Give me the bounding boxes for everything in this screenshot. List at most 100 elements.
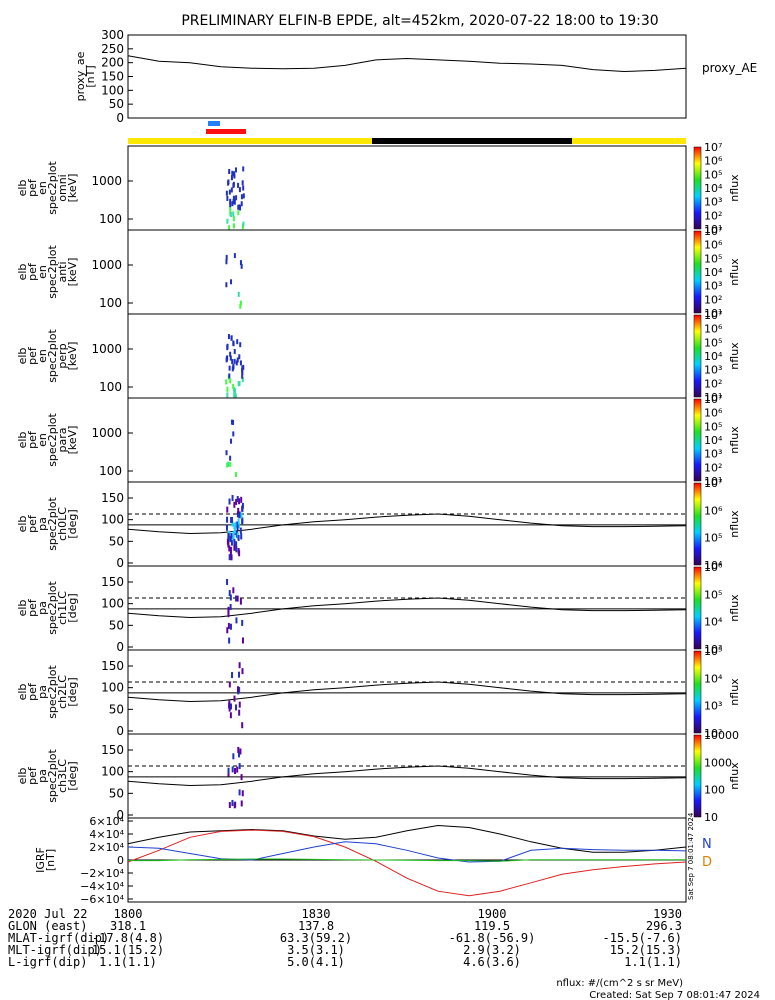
igrf-legend-n: N xyxy=(702,837,712,852)
pa-speck xyxy=(229,703,232,710)
pa-ytick-label: 50 xyxy=(109,786,124,800)
flux-speck xyxy=(233,173,236,179)
pa-speck xyxy=(238,789,241,796)
flux-speck xyxy=(226,343,229,349)
pa-ylabel-line: pef xyxy=(26,682,39,701)
created-stamp: Created: Sat Sep 7 08:01:47 2024 xyxy=(589,990,760,1000)
spec-ytick-label: 1000 xyxy=(91,258,122,272)
pa-speck xyxy=(233,522,236,529)
colorbar-tick-label: 10⁴ xyxy=(704,672,723,685)
pa-speck xyxy=(230,554,233,561)
colorbar-tick-label: 10⁵ xyxy=(704,645,722,658)
flux-speck xyxy=(242,193,245,199)
pa-speck xyxy=(233,539,236,546)
pa-speck xyxy=(229,551,232,558)
flux-speck xyxy=(237,182,240,188)
pa-speck xyxy=(238,671,241,678)
footer-cell: 1830 xyxy=(302,907,331,921)
flux-speck xyxy=(236,339,239,345)
footer-row-label: 2020 Jul 22 xyxy=(8,907,87,921)
pa-speck xyxy=(235,617,238,624)
flux-speck xyxy=(226,462,229,468)
pa-speck xyxy=(237,746,240,753)
loss-cone-curve xyxy=(127,597,687,619)
pa-speck xyxy=(229,623,232,630)
flux-speck xyxy=(232,386,235,392)
spec-ylabel-line: pef xyxy=(26,178,39,197)
footer-table: 2020 Jul 22 1800 1830 1900 1930 GLON (east) 31… xyxy=(8,907,682,969)
igrf-ytick-label: −6×10⁴ xyxy=(80,893,124,906)
flux-speck xyxy=(233,199,236,205)
colorbar-tick-label: 10⁷ xyxy=(704,393,722,406)
ae-ytick-label: 50 xyxy=(109,97,124,111)
pa-speck xyxy=(241,668,244,675)
colorbar-label-text: nflux xyxy=(728,342,741,370)
colorbar xyxy=(693,230,702,314)
pa-speck xyxy=(228,590,231,597)
pa-ylabel-line: [deg] xyxy=(66,593,79,622)
colorbar-label: nflux xyxy=(728,258,741,286)
pa-speck xyxy=(230,539,233,546)
ae-ytick-label: 200 xyxy=(101,56,124,70)
colorbar-tick-label: 10³ xyxy=(704,700,722,713)
flux-speck xyxy=(234,393,237,399)
colorbar-tick-label: 10³ xyxy=(704,364,722,377)
igrf-legend-d: D xyxy=(702,855,712,870)
flux-speck xyxy=(234,167,237,173)
pa-ylabel-line: pef xyxy=(26,766,39,785)
spec-ylabel-line: elb xyxy=(16,264,29,281)
pa-speck xyxy=(231,520,234,527)
flux-speck xyxy=(239,303,242,309)
spec-ylabel-line: en xyxy=(36,349,49,363)
spec-ylabel-line: elb xyxy=(16,432,29,449)
colorbar-tick-label: 10⁶ xyxy=(704,504,723,517)
pa-speck xyxy=(236,766,239,773)
ae-ytick-label: 100 xyxy=(101,83,124,97)
footer-cell: 296.3 xyxy=(646,919,682,933)
colorbar-tick-label: 10⁶ xyxy=(704,561,723,574)
footer-row-label: MLAT-igrf(dip) xyxy=(8,931,109,945)
pa-speck xyxy=(237,522,240,529)
pa-frame xyxy=(127,565,687,651)
pa-ylabel-line: spec2plot xyxy=(46,497,59,551)
spec-ylabel-line: [keV] xyxy=(66,174,79,203)
flux-speck xyxy=(225,254,228,260)
flux-speck xyxy=(231,359,234,365)
flux-speck xyxy=(228,169,231,175)
footer-row-label: L-igrf(dip) xyxy=(8,955,87,969)
colorbar-tick-label: 10⁴ xyxy=(704,616,723,629)
colorbar-tick-label: 10¹ xyxy=(704,391,722,404)
pa-speck xyxy=(240,533,243,540)
igrf-ylabel-line: [nT] xyxy=(44,849,57,871)
colorbar-tick-label: 10⁵ xyxy=(704,420,722,433)
colorbar-label: nflux xyxy=(728,762,741,790)
flux-speck xyxy=(242,185,245,191)
colorbar-label: nflux xyxy=(728,678,741,706)
colorbar-tick-label: 1000 xyxy=(704,756,732,769)
pa-ylabel-line: elb xyxy=(16,684,29,701)
flux-speck xyxy=(232,383,235,389)
flux-speck xyxy=(226,386,229,392)
pa-speck xyxy=(228,637,231,644)
colorbar-tick-label: 10⁵ xyxy=(704,252,722,265)
spec-ylabel-line: [keV] xyxy=(66,426,79,455)
science-zone-bar-red xyxy=(206,129,246,134)
pa-speck xyxy=(228,700,231,707)
flux-speck xyxy=(232,199,235,205)
loss-cone-curve xyxy=(127,765,687,787)
pa-speck xyxy=(239,527,242,534)
pa-ytick-label: 150 xyxy=(101,659,124,673)
flux-speck xyxy=(230,175,233,181)
pa-ytick-label: 0 xyxy=(116,724,124,738)
colorbar-tick-label: 10⁴ xyxy=(704,559,723,572)
spec-ylabel-line: pef xyxy=(26,430,39,449)
flux-speck xyxy=(235,195,238,201)
pa-speck xyxy=(232,535,235,542)
footer-cell: 137.8 xyxy=(298,919,334,933)
pa-ylabel-line: pa xyxy=(36,517,49,531)
pa-ylabel-line: spec2plot xyxy=(46,749,59,803)
pa-speck xyxy=(231,672,234,679)
